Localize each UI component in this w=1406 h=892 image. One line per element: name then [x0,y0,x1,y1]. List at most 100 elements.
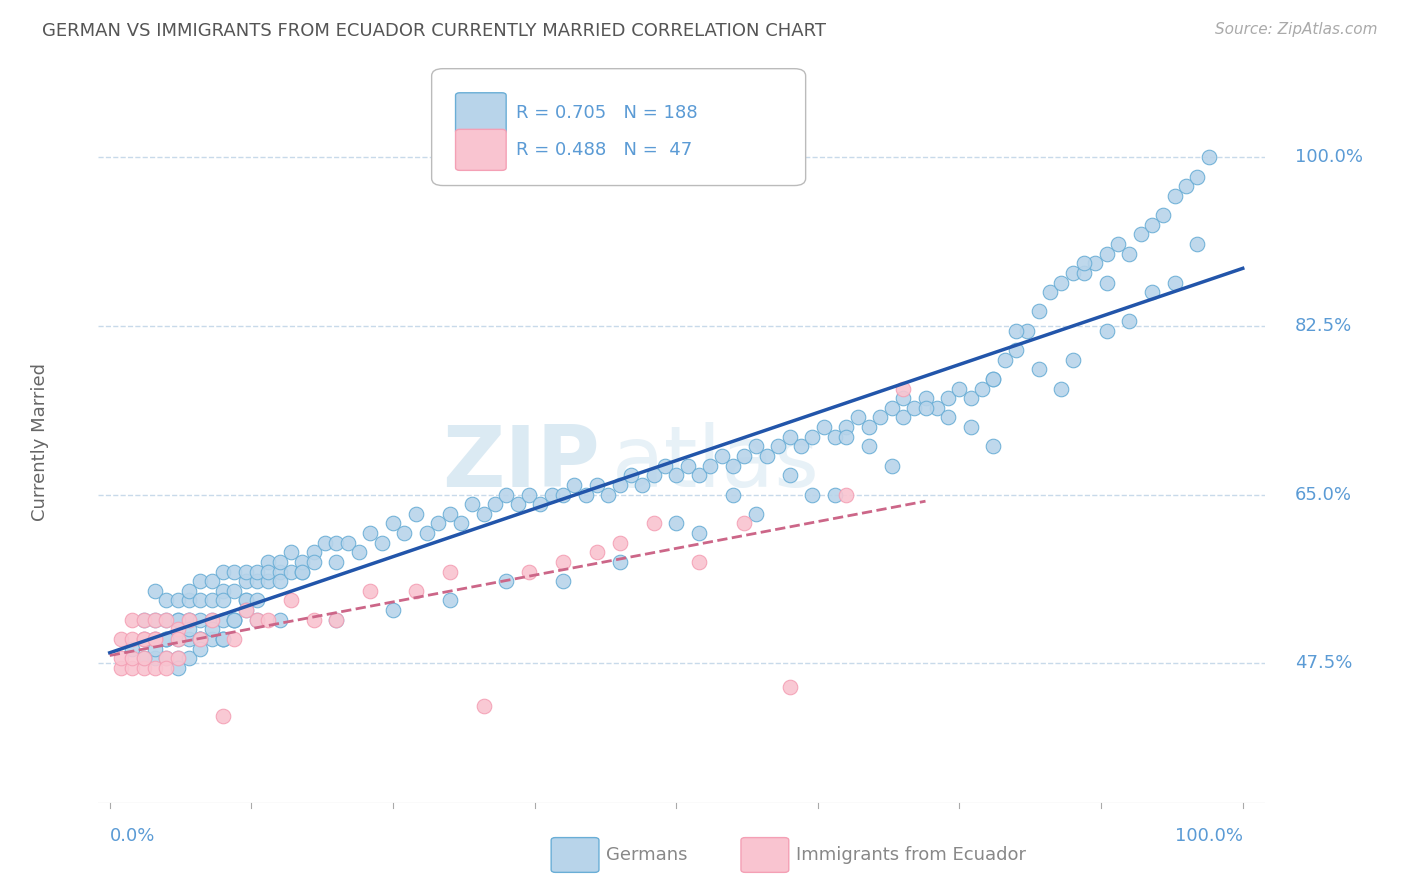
Point [155,613,177,627]
Point [269,574,291,589]
Text: 0.0%: 0.0% [110,827,155,845]
Point [190,632,212,646]
Point [143,613,166,627]
Point [110,632,132,646]
Point [224,632,246,646]
Point [506,497,529,511]
Point [1187,169,1209,184]
Point [1039,285,1062,300]
Point [212,632,235,646]
Text: 47.5%: 47.5% [1295,654,1353,672]
Point [529,497,551,511]
Point [914,401,936,415]
Point [1129,227,1152,242]
Text: Germans: Germans [606,846,688,863]
Text: 100.0%: 100.0% [1175,827,1243,845]
Point [598,487,620,501]
Point [1164,276,1187,290]
Point [235,603,257,617]
Point [302,545,325,559]
Point [609,555,631,569]
Point [110,651,132,665]
Point [132,651,155,665]
Point [1050,276,1073,290]
Point [994,352,1017,367]
Point [359,526,381,541]
Point [551,574,574,589]
Point [914,391,936,405]
Point [766,439,789,453]
Text: 65.0%: 65.0% [1295,485,1351,503]
Point [201,613,224,627]
Point [224,613,246,627]
Point [1198,150,1220,164]
Point [201,632,224,646]
Point [382,516,405,531]
Text: ZIP: ZIP [443,422,600,505]
Point [620,468,643,483]
Point [484,497,506,511]
Point [291,565,314,579]
Point [439,565,461,579]
Point [586,478,609,492]
Point [325,555,347,569]
Point [643,516,665,531]
Point [903,401,925,415]
Point [721,487,744,501]
Point [586,545,609,559]
Point [212,613,235,627]
Point [325,613,347,627]
Point [224,565,246,579]
Point [959,420,981,434]
Point [177,623,200,637]
Point [314,535,336,549]
Point [609,478,631,492]
Point [1164,189,1187,203]
Point [925,401,948,415]
Point [936,410,959,425]
Point [835,430,858,444]
Point [257,565,280,579]
Text: atlas: atlas [612,422,820,505]
Point [177,632,200,646]
Point [1152,208,1174,222]
Point [1017,324,1039,338]
Text: Source: ZipAtlas.com: Source: ZipAtlas.com [1215,22,1378,37]
Point [132,613,155,627]
Point [779,468,801,483]
Point [121,613,143,627]
Point [325,613,347,627]
Point [155,651,177,665]
Point [246,613,269,627]
Point [948,382,970,396]
Point [1062,352,1084,367]
Point [1095,324,1118,338]
Point [551,487,574,501]
Point [755,449,778,463]
Point [382,603,405,617]
Point [143,661,166,675]
Point [654,458,676,473]
Point [359,583,381,598]
Point [166,593,188,607]
Point [983,439,1005,453]
Point [166,661,188,675]
Point [143,651,166,665]
Point [143,583,166,598]
Point [347,545,370,559]
Point [212,632,235,646]
Point [665,468,688,483]
Point [143,641,166,656]
Point [439,593,461,607]
Point [869,410,891,425]
Point [132,632,155,646]
Point [121,632,143,646]
Point [1073,256,1095,270]
Point [891,391,914,405]
Point [132,613,155,627]
Point [688,555,710,569]
Point [166,651,188,665]
Point [676,458,699,473]
Point [155,661,177,675]
Point [1175,179,1198,194]
